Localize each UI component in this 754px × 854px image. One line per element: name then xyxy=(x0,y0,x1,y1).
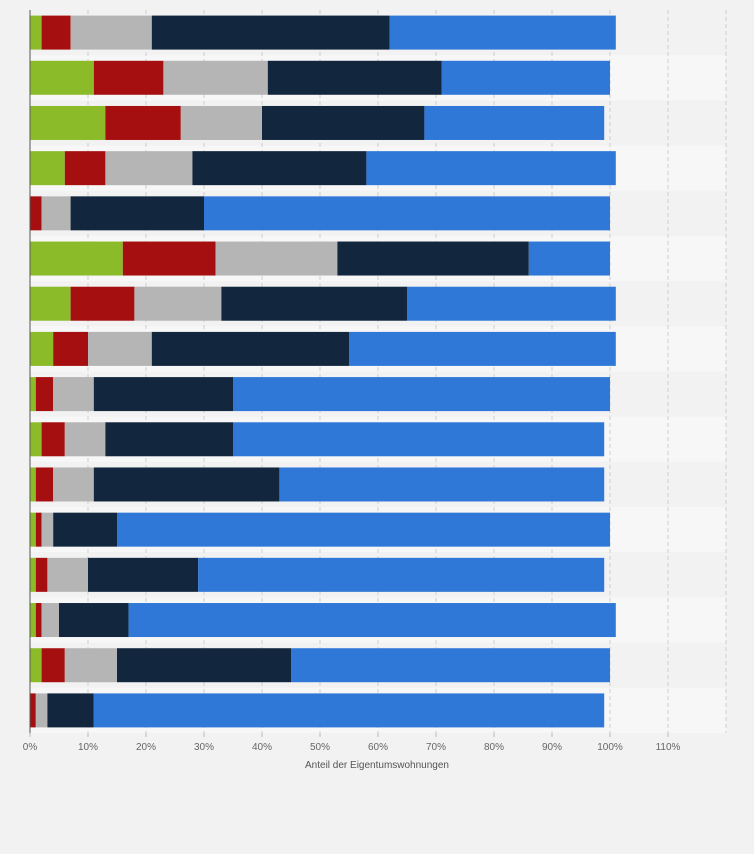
bar-segment xyxy=(30,15,42,50)
bar-segment xyxy=(30,467,36,502)
bar-segment xyxy=(53,331,88,366)
x-tick-label: 90% xyxy=(542,742,562,753)
bar-segment xyxy=(30,693,36,728)
bar-segment xyxy=(291,648,610,683)
bar-segment xyxy=(204,196,610,231)
x-tick-label: 60% xyxy=(368,742,388,753)
bar-segment xyxy=(407,286,616,321)
x-tick-label: 0% xyxy=(23,742,38,753)
bar-segment xyxy=(70,196,204,231)
bar-segment xyxy=(47,557,88,592)
bar-segment xyxy=(30,105,106,140)
bar-segment xyxy=(47,693,94,728)
bar-segment xyxy=(30,557,36,592)
x-tick-label: 20% xyxy=(136,742,156,753)
x-tick-label: 30% xyxy=(194,742,214,753)
bar-segment xyxy=(151,331,349,366)
bar-segment xyxy=(93,693,605,728)
bar-segment xyxy=(59,603,129,638)
bar-segment xyxy=(35,693,48,728)
bar-segment xyxy=(93,467,280,502)
bar-segment xyxy=(198,557,605,592)
bar-segment xyxy=(337,241,529,276)
bar-segment xyxy=(151,15,390,50)
bar-segment xyxy=(88,557,199,592)
bar-segment xyxy=(117,648,291,683)
bar-segment xyxy=(221,286,407,321)
bar-segment xyxy=(349,331,616,366)
bar-segment xyxy=(30,286,71,321)
bar-segment xyxy=(128,603,616,638)
bar-segment xyxy=(122,241,216,276)
bar-segment xyxy=(41,422,65,457)
bar-segment xyxy=(528,241,610,276)
bar-segment xyxy=(35,377,54,412)
x-axis: 0% 10% 20% 30% 40% 50% 60% 70% 80% 90% 100% 110% xyxy=(23,10,681,753)
x-axis-label: Anteil der Eigentumswohnungen xyxy=(305,760,449,771)
bar-segment xyxy=(30,422,42,457)
bar-segment xyxy=(35,557,48,592)
bar-segment xyxy=(70,286,135,321)
bar-segment xyxy=(64,151,106,186)
bar-segment xyxy=(64,422,106,457)
bar-segment xyxy=(30,603,36,638)
bars xyxy=(30,15,616,728)
bar-segment xyxy=(279,467,605,502)
bar-segment xyxy=(41,648,65,683)
bar-segment xyxy=(35,512,42,547)
bar-segment xyxy=(389,15,616,50)
bar-segment xyxy=(53,512,117,547)
bar-segment xyxy=(424,105,605,140)
bar-segment xyxy=(64,648,117,683)
bar-segment xyxy=(93,377,233,412)
bar-segment xyxy=(35,467,54,502)
x-tick-label: 80% xyxy=(484,742,504,753)
bar-segment xyxy=(41,196,71,231)
x-tick-label: 110% xyxy=(656,742,681,753)
bar-segment xyxy=(117,512,610,547)
bar-segment xyxy=(30,331,54,366)
bar-segment xyxy=(93,60,164,95)
x-tick-label: 100% xyxy=(597,742,623,753)
bar-segment xyxy=(163,60,268,95)
bar-segment xyxy=(30,648,42,683)
bar-segment xyxy=(134,286,222,321)
bar-segment xyxy=(35,603,42,638)
bar-segment xyxy=(180,105,262,140)
bar-segment xyxy=(262,105,425,140)
bar-segment xyxy=(267,60,442,95)
bar-segment xyxy=(105,422,233,457)
x-tick-label: 70% xyxy=(426,742,446,753)
bar-segment xyxy=(233,422,605,457)
bar-segment xyxy=(441,60,610,95)
bar-segment xyxy=(41,603,59,638)
bar-segment xyxy=(70,15,152,50)
bar-segment xyxy=(30,60,94,95)
bar-segment xyxy=(41,15,71,50)
bar-segment xyxy=(30,241,123,276)
x-tick-label: 50% xyxy=(310,742,330,753)
bar-segment xyxy=(30,196,42,231)
bar-segment xyxy=(233,377,610,412)
bar-segment xyxy=(366,151,616,186)
x-tick-label: 40% xyxy=(252,742,272,753)
bar-segment xyxy=(105,151,193,186)
bar-segment xyxy=(53,377,94,412)
bar-segment xyxy=(192,151,367,186)
bar-segment xyxy=(215,241,338,276)
bar-segment xyxy=(30,512,36,547)
bar-segment xyxy=(41,512,54,547)
x-tick-label: 10% xyxy=(78,742,98,753)
bar-segment xyxy=(30,377,36,412)
bar-segment xyxy=(105,105,181,140)
bar-segment xyxy=(53,467,94,502)
bar-segment xyxy=(88,331,152,366)
bar-segment xyxy=(30,151,65,186)
